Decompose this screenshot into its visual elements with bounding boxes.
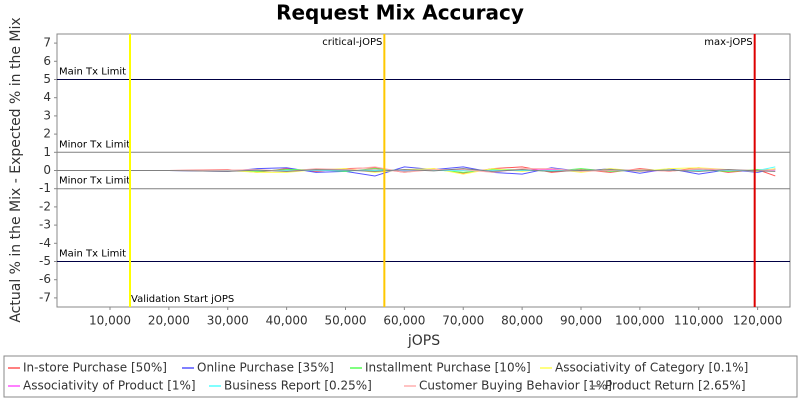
y-tick-label: 2 bbox=[43, 127, 51, 141]
legend-label: Product Return [2.65%] bbox=[605, 379, 746, 393]
limit-label: Minor Tx Limit bbox=[59, 139, 130, 150]
x-tick-label: 50,000 bbox=[324, 314, 366, 328]
marker-label: critical-jOPS bbox=[322, 37, 382, 48]
x-tick-label: 60,000 bbox=[383, 314, 425, 328]
x-tick-label: 120,000 bbox=[733, 314, 783, 328]
legend-label: Customer Buying Behavior [1%] bbox=[419, 379, 612, 393]
limit-label: Main Tx Limit bbox=[59, 67, 126, 78]
series-line bbox=[57, 168, 776, 172]
x-axis-label: jOPS bbox=[407, 333, 440, 349]
x-tick-label: 90,000 bbox=[560, 314, 602, 328]
series-line bbox=[57, 167, 776, 175]
x-tick-label: 10,000 bbox=[89, 314, 131, 328]
x-tick-label: 110,000 bbox=[674, 314, 724, 328]
x-tick-label: 40,000 bbox=[266, 314, 308, 328]
legend-label: Installment Purchase [10%] bbox=[365, 361, 531, 375]
chart-title: Request Mix Accuracy bbox=[276, 1, 524, 25]
y-tick-label: -4 bbox=[39, 236, 51, 250]
marker-label: Validation Start jOPS bbox=[131, 294, 234, 305]
x-tick-label: 100,000 bbox=[615, 314, 665, 328]
y-tick-label: -1 bbox=[39, 181, 51, 195]
y-tick-label: 5 bbox=[43, 72, 51, 86]
y-tick-label: -2 bbox=[39, 199, 51, 213]
x-tick-label: 20,000 bbox=[148, 314, 190, 328]
y-tick-label: -7 bbox=[39, 290, 51, 304]
y-tick-label: -6 bbox=[39, 272, 51, 286]
legend-label: Online Purchase [35%] bbox=[197, 361, 334, 375]
y-axis-label: Actual % in the Mix - Expected % in the … bbox=[8, 17, 24, 322]
y-tick-label: 4 bbox=[43, 90, 51, 104]
y-tick-label: 0 bbox=[43, 163, 51, 177]
legend bbox=[3, 355, 798, 398]
y-tick-label: 1 bbox=[43, 145, 51, 159]
y-tick-label: 7 bbox=[43, 36, 51, 50]
y-tick-label: 6 bbox=[43, 54, 51, 68]
legend-label: Associativity of Category [0.1%] bbox=[555, 361, 748, 375]
limit-label: Minor Tx Limit bbox=[59, 176, 130, 187]
y-tick-label: -3 bbox=[39, 218, 51, 232]
limit-label: Main Tx Limit bbox=[59, 249, 126, 260]
x-tick-label: 80,000 bbox=[501, 314, 543, 328]
x-tick-label: 30,000 bbox=[207, 314, 249, 328]
legend-label: Associativity of Product [1%] bbox=[23, 379, 196, 393]
x-tick-label: 70,000 bbox=[442, 314, 484, 328]
marker-label: max-jOPS bbox=[704, 37, 752, 48]
legend-label: Business Report [0.25%] bbox=[224, 379, 372, 393]
y-tick-label: 3 bbox=[43, 108, 51, 122]
legend-label: In-store Purchase [50%] bbox=[23, 361, 167, 375]
y-tick-label: -5 bbox=[39, 254, 51, 268]
